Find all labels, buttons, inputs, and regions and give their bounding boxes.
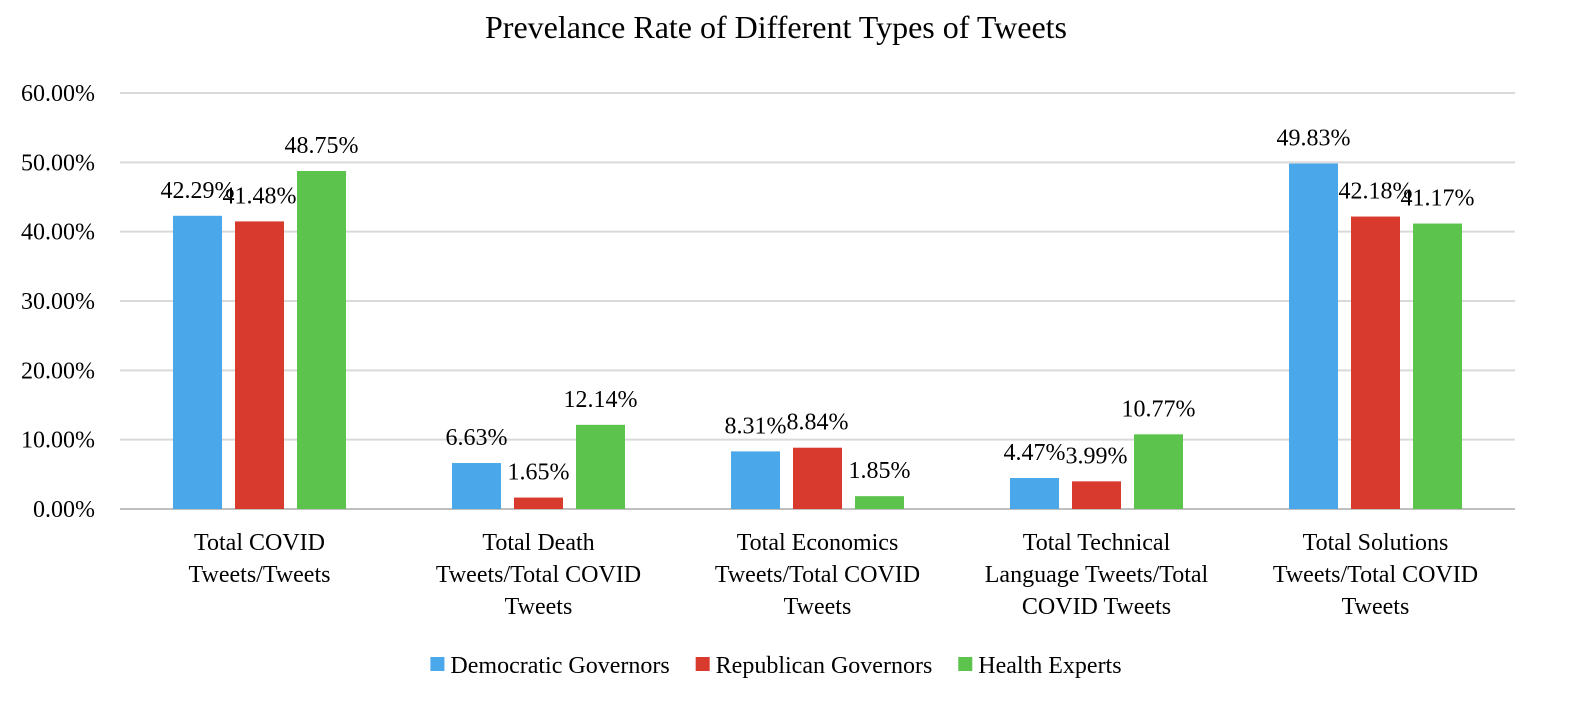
y-tick-label: 40.00% bbox=[21, 220, 95, 246]
category-label: Tweets/Tweets bbox=[189, 562, 331, 588]
category-label: Tweets/Total COVID bbox=[436, 562, 641, 588]
legend-label: Health Experts bbox=[978, 653, 1121, 679]
gridlines bbox=[120, 92, 1515, 510]
bar-democratic-governors bbox=[173, 215, 222, 509]
data-label: 12.14% bbox=[564, 387, 638, 413]
legend-label: Republican Governors bbox=[716, 653, 933, 679]
bar-republican-governors bbox=[235, 221, 284, 509]
bar-health-experts bbox=[576, 424, 625, 509]
legend-label: Democratic Governors bbox=[450, 653, 669, 679]
category-label: Tweets bbox=[505, 594, 573, 620]
data-label: 48.75% bbox=[285, 133, 359, 159]
bar-republican-governors bbox=[1351, 216, 1400, 509]
data-label: 8.31% bbox=[725, 413, 787, 439]
y-tick-label: 0.00% bbox=[33, 497, 95, 523]
chart-title: Prevelance Rate of Different Types of Tw… bbox=[485, 9, 1067, 45]
category-label: Total Technical bbox=[1023, 530, 1171, 556]
category-label: Tweets bbox=[1342, 594, 1410, 620]
y-tick-label: 10.00% bbox=[21, 428, 95, 454]
bar-health-experts bbox=[297, 171, 346, 509]
data-label: 49.83% bbox=[1277, 126, 1351, 152]
bar-republican-governors bbox=[1072, 481, 1121, 509]
data-label: 42.18% bbox=[1339, 179, 1413, 205]
data-label: 3.99% bbox=[1066, 443, 1128, 469]
bar-health-experts bbox=[1413, 223, 1462, 509]
category-label: Language Tweets/Total bbox=[985, 562, 1209, 588]
bar-republican-governors bbox=[793, 447, 842, 509]
bar-democratic-governors bbox=[1289, 163, 1338, 509]
category-label: Tweets/Total COVID bbox=[1273, 562, 1478, 588]
data-labels: 42.29%41.48% 48.75% 6.63%1.65% 12.14% 8.31% 8… bbox=[161, 126, 1475, 486]
y-axis-ticks: 0.00% 10.00% 20.00% 30.00% 40.00% 50.00% 60.00… bbox=[21, 81, 95, 523]
bar-health-experts bbox=[1134, 434, 1183, 509]
legend-swatch bbox=[695, 657, 710, 671]
category-label: Total COVID bbox=[194, 530, 325, 556]
data-label: 41.48% bbox=[223, 183, 297, 209]
data-label: 6.63% bbox=[446, 425, 508, 451]
data-label: 10.77% bbox=[1122, 396, 1196, 422]
legend-swatch bbox=[430, 657, 445, 671]
y-tick-label: 30.00% bbox=[21, 289, 95, 315]
data-label: 1.85% bbox=[849, 458, 911, 484]
category-label: Total Death bbox=[482, 530, 594, 556]
legend: Democratic Governors Republican Governors… bbox=[430, 653, 1122, 679]
bar-health-experts bbox=[855, 496, 904, 509]
bar-republican-governors bbox=[514, 497, 563, 509]
y-tick-label: 60.00% bbox=[21, 81, 95, 107]
y-tick-label: 50.00% bbox=[21, 150, 95, 176]
category-label: Tweets/Total COVID bbox=[715, 562, 920, 588]
category-label: Total Solutions bbox=[1303, 530, 1449, 556]
bars bbox=[173, 163, 1462, 509]
data-label: 1.65% bbox=[508, 460, 570, 486]
legend-swatch bbox=[958, 657, 973, 671]
data-label: 41.17% bbox=[1401, 186, 1475, 212]
data-label: 8.84% bbox=[787, 410, 849, 436]
data-label: 42.29% bbox=[161, 178, 235, 204]
bar-democratic-governors bbox=[1010, 478, 1059, 509]
category-label: COVID Tweets bbox=[1022, 594, 1171, 620]
bar-democratic-governors bbox=[452, 463, 501, 509]
bar-democratic-governors bbox=[731, 451, 780, 509]
category-label: Total Economics bbox=[737, 530, 899, 556]
category-labels: Total COVID Tweets/Tweets Total Death Tweet… bbox=[189, 530, 1479, 620]
category-label: Tweets bbox=[784, 594, 852, 620]
y-tick-label: 20.00% bbox=[21, 358, 95, 384]
data-label: 4.47% bbox=[1004, 440, 1066, 466]
